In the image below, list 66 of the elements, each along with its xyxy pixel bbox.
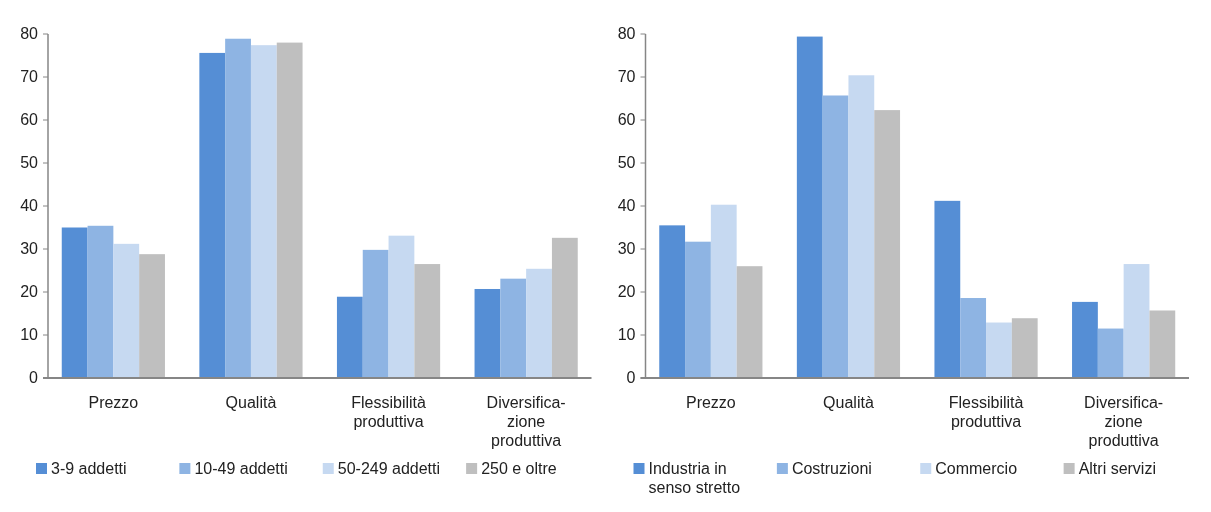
bar [500,278,527,378]
bar [336,296,363,378]
bar [986,322,1012,378]
legend-label: Commercio [935,460,1018,477]
y-tick-label: 10 [20,326,39,343]
bar [1149,310,1176,378]
y-tick-label: 0 [29,369,39,386]
y-tick-label: 60 [617,111,636,128]
bar [362,249,389,378]
y-tick-label: 20 [617,283,636,300]
bar [551,237,578,378]
bar [474,288,501,378]
x-tick-label: Diversifica- zione produttiva [1084,394,1164,449]
y-tick-label: 50 [20,154,39,171]
bar [796,36,823,378]
bar [113,243,140,378]
bar [659,225,686,378]
y-tick-label: 60 [20,111,39,128]
bar [736,266,763,378]
y-tick-label: 30 [617,240,636,257]
bar [934,200,961,378]
y-tick-label: 40 [20,197,39,214]
bar [848,75,875,378]
bar [1097,328,1124,378]
bar [710,204,737,378]
x-tick-label: Prezzo [88,394,139,411]
y-tick-label: 30 [20,240,39,257]
legend-label: 3-9 addetti [51,460,127,477]
bar [874,110,901,378]
bar [139,254,165,378]
x-tick-label: Flessibilità produttiva [948,394,1024,430]
y-tick-label: 20 [20,283,39,300]
bar [960,298,987,378]
y-tick-label: 80 [20,25,39,42]
legend-label: 250 e oltre [481,460,557,477]
x-tick-label: Prezzo [685,394,736,411]
bar [199,52,226,378]
bar [276,42,303,378]
x-tick-label: Qualità [823,394,874,411]
bar [1072,301,1098,378]
bar [1011,318,1038,378]
bar [414,264,441,378]
x-tick-label: Diversifica- zione produttiva [486,394,566,449]
y-tick-label: 50 [617,154,636,171]
y-tick-label: 0 [626,369,636,386]
y-tick-label: 40 [617,197,636,214]
legend-label: 10-49 addetti [194,460,288,477]
bar [225,38,251,378]
bar [685,241,711,378]
bar [87,225,114,378]
bar [526,268,552,378]
legend-label: Industria in senso stretto [648,460,741,496]
legend-label: Costruzioni [791,460,872,477]
y-tick-label: 10 [617,326,636,343]
legend-label: 50-249 addetti [337,460,441,477]
y-tick-label: 80 [617,25,636,42]
x-tick-label: Qualità [225,394,277,411]
bar [822,95,849,378]
bar [1123,264,1150,378]
bar [388,235,415,378]
legend-label: Altri servizi [1078,460,1156,477]
y-tick-label: 70 [20,68,39,85]
x-tick-label: Flessibilità produttiva [351,394,426,430]
bar [61,227,88,378]
y-tick-label: 70 [617,68,636,85]
bar [250,45,277,378]
